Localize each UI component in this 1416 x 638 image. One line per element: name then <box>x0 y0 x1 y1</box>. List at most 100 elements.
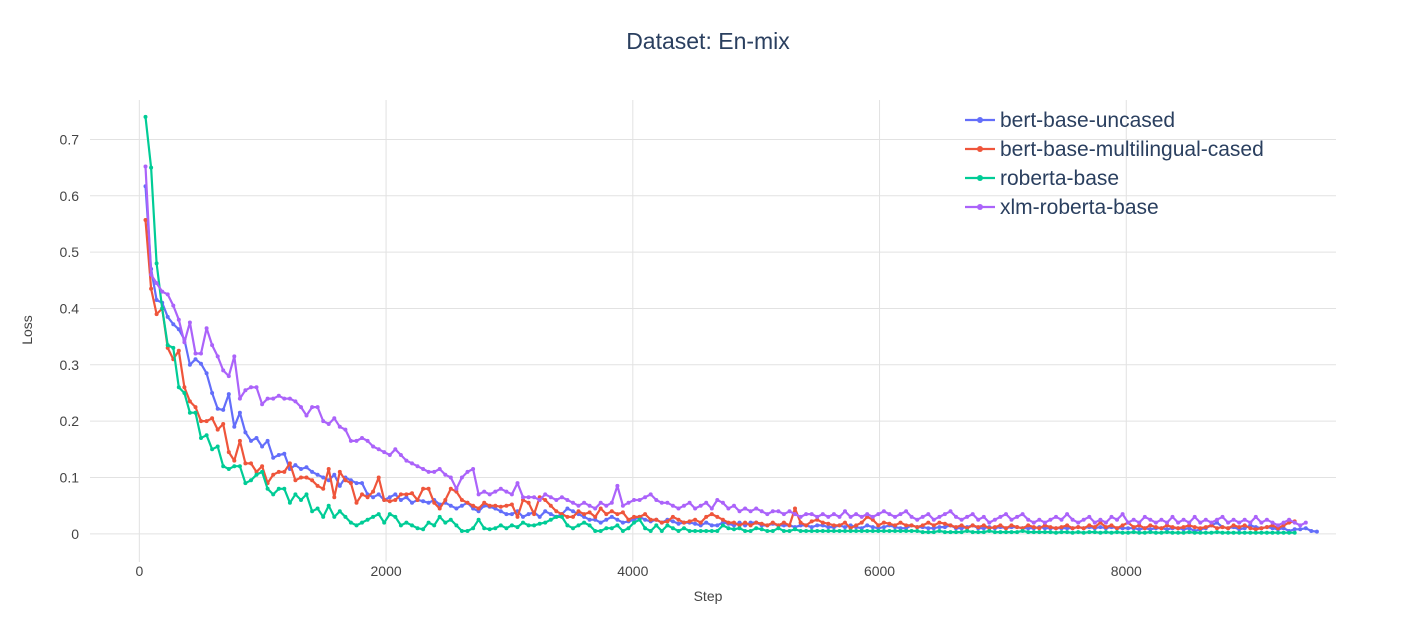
series-line <box>144 116 1295 534</box>
data-point <box>371 514 376 519</box>
data-point <box>1142 530 1147 535</box>
data-point <box>804 523 809 528</box>
data-point <box>365 438 370 443</box>
legend[interactable]: bert-base-uncased bert-base-multilingual-… <box>965 109 1264 219</box>
data-point <box>1137 530 1142 535</box>
data-point <box>1059 530 1064 535</box>
data-point <box>1065 530 1070 535</box>
legend-label: bert-base-multilingual-cased <box>1000 138 1264 161</box>
data-point <box>859 520 864 525</box>
data-point <box>1192 525 1197 530</box>
data-point <box>870 529 875 533</box>
data-point <box>187 399 192 404</box>
data-point <box>609 500 614 505</box>
data-point <box>515 525 520 530</box>
data-point <box>898 526 903 531</box>
data-point <box>182 391 187 395</box>
data-point <box>448 475 453 480</box>
data-point <box>321 419 326 424</box>
data-point <box>793 527 797 532</box>
data-point <box>443 498 448 502</box>
legend-swatch-marker <box>977 146 983 152</box>
data-point <box>904 523 909 528</box>
gridlines <box>90 100 1336 562</box>
data-point <box>199 419 203 424</box>
data-point <box>865 514 870 519</box>
data-point <box>1103 530 1108 535</box>
data-point <box>576 503 581 508</box>
data-point <box>970 523 975 528</box>
data-point <box>348 481 353 486</box>
y-tick-label: 0.4 <box>60 300 80 316</box>
data-point <box>265 486 270 491</box>
data-point <box>215 406 220 411</box>
x-axis-title: Step <box>694 588 723 604</box>
data-point <box>476 506 481 511</box>
data-point <box>593 514 598 519</box>
data-point <box>654 498 659 502</box>
data-point <box>770 520 775 525</box>
data-point <box>326 467 331 471</box>
data-point <box>676 529 681 533</box>
data-point <box>299 405 303 410</box>
data-point <box>1042 523 1047 528</box>
data-point <box>343 478 348 483</box>
data-point <box>421 499 426 504</box>
data-point <box>1198 530 1203 535</box>
data-point <box>793 506 797 511</box>
data-point <box>360 492 364 497</box>
data-point <box>526 512 531 517</box>
data-point <box>376 512 381 517</box>
data-point <box>576 509 581 514</box>
data-point <box>476 492 481 497</box>
data-point <box>543 520 548 525</box>
data-point <box>571 500 575 505</box>
data-point <box>1153 525 1158 530</box>
data-point <box>743 529 748 533</box>
data-point <box>571 509 575 514</box>
legend-item[interactable]: bert-base-uncased <box>965 109 1175 132</box>
data-point <box>1042 520 1047 525</box>
data-point <box>587 503 592 508</box>
data-point <box>426 469 431 474</box>
data-point <box>326 422 331 426</box>
data-point <box>176 317 181 322</box>
legend-item[interactable]: bert-base-multilingual-cased <box>965 138 1264 161</box>
data-point <box>693 521 698 526</box>
legend-label: roberta-base <box>1000 167 1119 190</box>
data-point <box>193 405 198 410</box>
data-point <box>876 523 881 528</box>
data-point <box>199 351 203 356</box>
data-point <box>970 530 975 535</box>
data-point <box>915 525 920 530</box>
data-point <box>1259 526 1264 531</box>
data-point <box>543 492 548 497</box>
data-point <box>665 519 670 524</box>
data-point <box>748 520 753 525</box>
data-point <box>482 500 487 505</box>
data-point <box>1037 526 1042 531</box>
data-point <box>360 481 364 486</box>
data-point <box>1253 527 1258 532</box>
data-point <box>1026 526 1031 531</box>
data-point <box>160 289 165 294</box>
data-point <box>1237 530 1242 535</box>
data-point <box>704 529 709 533</box>
data-point <box>737 526 742 531</box>
data-point <box>165 345 170 350</box>
data-point <box>765 523 770 528</box>
y-tick-label: 0.1 <box>60 469 80 485</box>
data-point <box>809 519 814 524</box>
data-point <box>1103 525 1108 530</box>
data-point <box>732 523 736 528</box>
data-point <box>260 464 265 469</box>
data-point <box>1142 514 1147 519</box>
data-point <box>260 469 265 474</box>
legend-item[interactable]: roberta-base <box>965 167 1119 190</box>
data-point <box>732 520 736 525</box>
data-point <box>726 526 731 531</box>
data-point <box>310 469 315 474</box>
legend-item[interactable]: xlm-roberta-base <box>965 196 1159 219</box>
data-point <box>926 512 931 517</box>
data-point <box>831 529 836 533</box>
